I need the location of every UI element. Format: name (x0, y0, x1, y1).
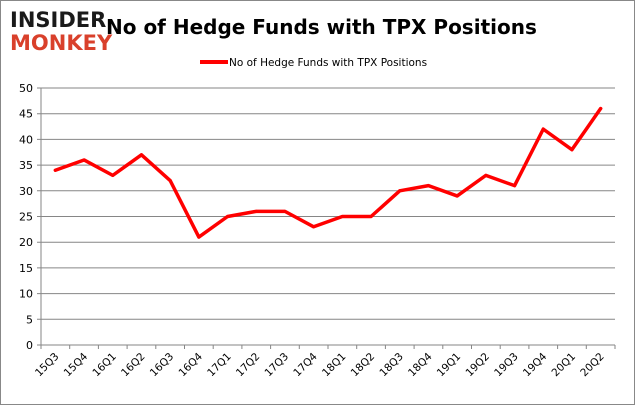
data-point (541, 127, 545, 131)
legend-label: No of Hedge Funds with TPX Positions (229, 57, 427, 69)
y-tick-label: 25 (19, 211, 33, 224)
logo-line1: INSIDER (10, 8, 106, 32)
data-point (82, 158, 86, 162)
data-point (197, 235, 201, 239)
data-point (484, 173, 488, 177)
y-tick-label: 50 (19, 82, 33, 95)
logo: INSIDER MONKEY (10, 8, 113, 55)
data-point (139, 153, 143, 157)
data-point (254, 209, 258, 213)
data-point (283, 209, 287, 213)
y-tick-label: 45 (19, 108, 33, 121)
y-tick-label: 10 (19, 288, 33, 301)
series-line (53, 106, 603, 239)
data-point (369, 215, 373, 218)
data-point (426, 184, 430, 188)
y-tick-label: 35 (19, 159, 33, 172)
logo-line2: MONKEY (10, 31, 113, 55)
data-point (455, 194, 459, 198)
y-tick-label: 0 (26, 339, 33, 352)
data-point (53, 168, 57, 172)
chart-title: No of Hedge Funds with TPX Positions (106, 15, 537, 39)
data-point (111, 173, 115, 177)
y-tick-label: 20 (19, 236, 33, 249)
data-point (226, 215, 230, 218)
data-point (570, 148, 574, 152)
y-tick-label: 15 (19, 262, 33, 275)
data-point (340, 215, 344, 218)
y-tick-label: 40 (19, 133, 33, 146)
data-point (599, 107, 603, 111)
y-tick-label: 5 (26, 313, 33, 326)
legend: No of Hedge Funds with TPX Positions (200, 57, 427, 69)
data-point (513, 184, 517, 188)
data-point (168, 179, 172, 183)
y-tick-label: 30 (19, 185, 33, 198)
data-point (398, 189, 402, 193)
data-point (312, 225, 316, 229)
